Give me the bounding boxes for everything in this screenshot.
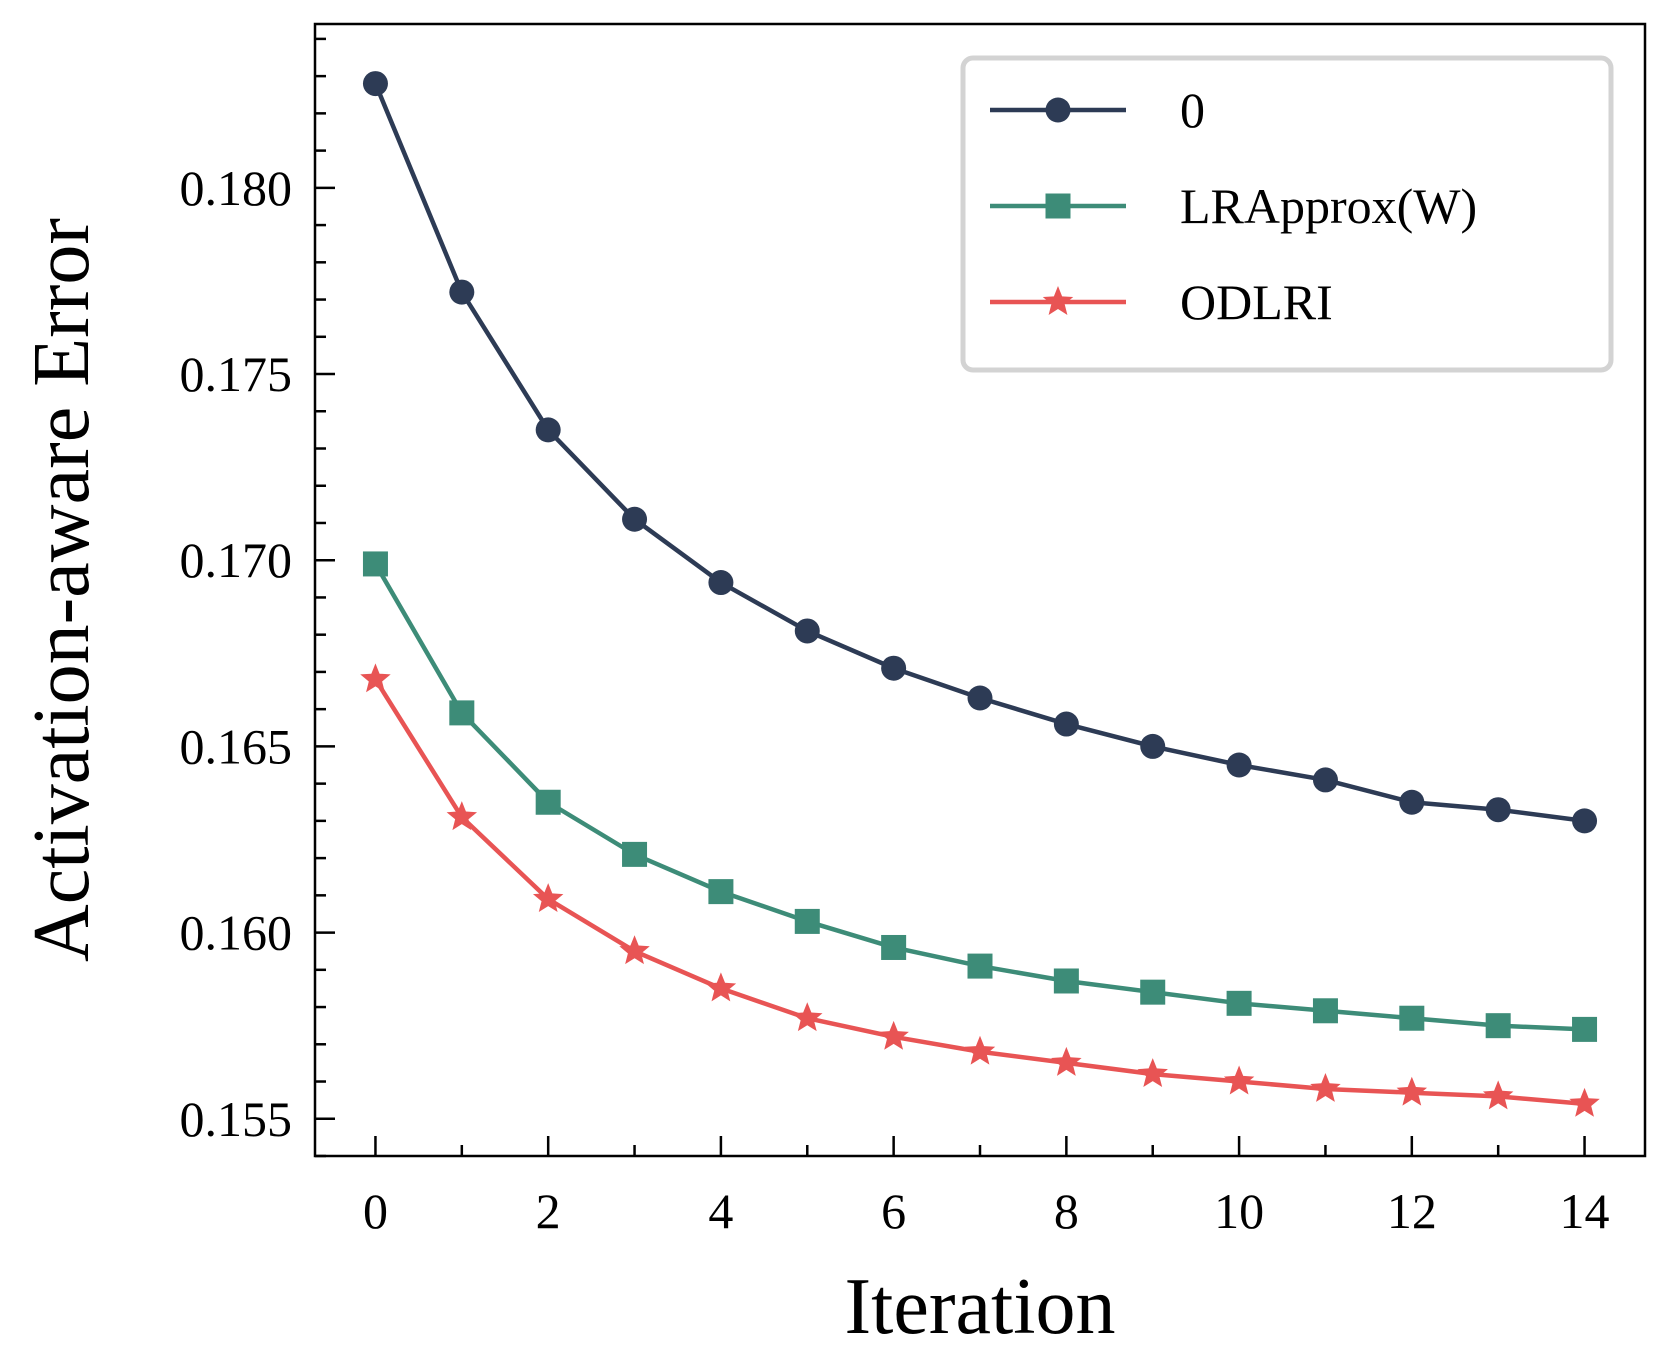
data-point bbox=[967, 953, 993, 979]
legend-marker bbox=[1045, 97, 1071, 123]
legend-frame bbox=[960, 55, 1614, 373]
data-point bbox=[708, 570, 734, 596]
data-point bbox=[1312, 767, 1338, 793]
data-point bbox=[1396, 1076, 1428, 1106]
data-point bbox=[1572, 808, 1598, 834]
x-tick-label: 8 bbox=[1054, 1183, 1079, 1239]
y-tick-label: 0.175 bbox=[180, 346, 293, 402]
x-tick-label: 4 bbox=[708, 1183, 733, 1239]
y-tick-label: 0.165 bbox=[180, 718, 293, 774]
data-point bbox=[362, 551, 388, 577]
data-point bbox=[794, 908, 820, 934]
data-point bbox=[535, 789, 561, 815]
data-point bbox=[1053, 711, 1079, 737]
data-point bbox=[881, 655, 907, 681]
data-point bbox=[1140, 979, 1166, 1005]
data-point bbox=[1572, 1016, 1598, 1042]
data-point bbox=[1569, 1087, 1600, 1117]
data-point bbox=[449, 279, 475, 305]
x-tick-label: 2 bbox=[536, 1183, 561, 1239]
data-point bbox=[705, 972, 737, 1002]
data-point bbox=[1140, 733, 1166, 759]
x-axis-title: Iteration bbox=[845, 1263, 1116, 1351]
x-tick-label: 12 bbox=[1387, 1183, 1437, 1239]
y-axis-title: Activation-aware Error bbox=[18, 218, 106, 962]
data-series bbox=[360, 71, 1600, 1117]
data-point bbox=[1223, 1065, 1255, 1095]
data-point bbox=[964, 1035, 996, 1065]
legend: 0 LRApprox(W) ODLRI bbox=[960, 55, 1614, 373]
plot-frame bbox=[313, 22, 1647, 1158]
y-tick-label: 0.160 bbox=[180, 905, 293, 961]
series-0 bbox=[362, 71, 1598, 834]
data-point bbox=[622, 506, 648, 532]
x-tick-label: 10 bbox=[1214, 1183, 1264, 1239]
data-point bbox=[449, 700, 475, 726]
x-tick-label: 0 bbox=[363, 1183, 388, 1239]
data-point bbox=[1482, 1080, 1514, 1110]
data-point bbox=[1226, 752, 1252, 778]
tick-labels: 0 2 4 6 8 10 12 14 0.155 0.160 0.165 0.170 0.175 0.18… bbox=[180, 160, 1610, 1239]
legend-label: 0 bbox=[1180, 82, 1205, 138]
data-point bbox=[360, 663, 391, 693]
data-point bbox=[794, 618, 820, 644]
y-tick-label: 0.155 bbox=[180, 1091, 293, 1147]
data-point bbox=[1051, 1046, 1082, 1076]
data-point bbox=[1312, 998, 1338, 1024]
data-point bbox=[1310, 1072, 1341, 1102]
data-point bbox=[1226, 990, 1252, 1016]
y-tick-label: 0.170 bbox=[180, 532, 293, 588]
data-point bbox=[1399, 789, 1425, 815]
data-point bbox=[878, 1020, 909, 1050]
x-tick-label: 6 bbox=[881, 1183, 906, 1239]
series-1 bbox=[362, 551, 1598, 1042]
data-point bbox=[1137, 1058, 1168, 1088]
y-tick-label: 0.180 bbox=[180, 160, 293, 216]
data-point bbox=[881, 934, 907, 960]
data-point bbox=[967, 685, 993, 711]
data-point bbox=[446, 801, 478, 831]
x-tick-label: 14 bbox=[1560, 1183, 1610, 1239]
legend-marker bbox=[1042, 286, 1074, 315]
data-point bbox=[532, 883, 564, 913]
data-point bbox=[1053, 968, 1079, 994]
data-point bbox=[535, 417, 561, 443]
data-point bbox=[362, 71, 388, 97]
data-point bbox=[1399, 1005, 1425, 1031]
data-point bbox=[622, 841, 648, 867]
data-point bbox=[1485, 797, 1511, 823]
data-point bbox=[792, 1002, 823, 1032]
data-point bbox=[1485, 1013, 1511, 1039]
legend-item: ODLRI bbox=[990, 274, 1333, 330]
legend-label: LRApprox(W) bbox=[1180, 178, 1477, 234]
series-2 bbox=[360, 663, 1600, 1117]
data-point bbox=[708, 879, 734, 905]
legend-item: 0 bbox=[990, 82, 1205, 138]
legend-item: LRApprox(W) bbox=[990, 178, 1477, 234]
legend-marker bbox=[1045, 193, 1071, 219]
data-point bbox=[619, 935, 650, 965]
legend-label: ODLRI bbox=[1180, 274, 1333, 330]
axis-ticks bbox=[315, 37, 1586, 1158]
